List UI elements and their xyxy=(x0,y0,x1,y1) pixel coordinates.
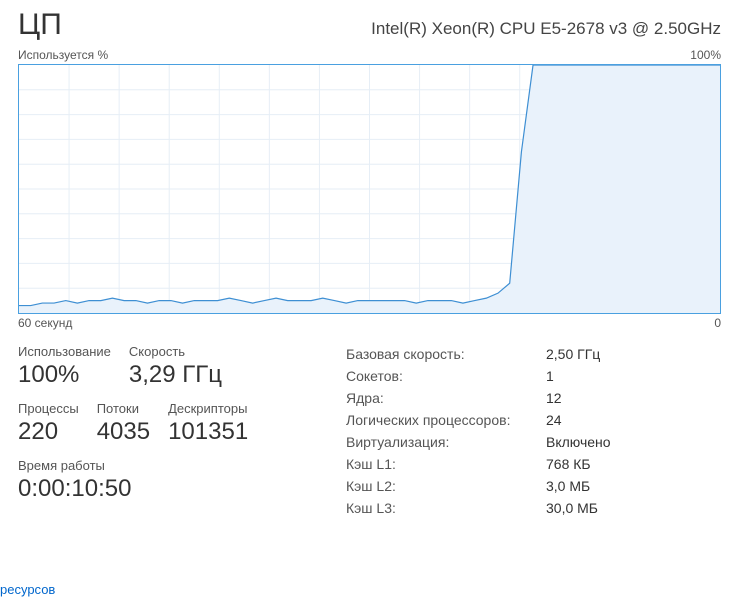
spec-value: 2,50 ГГц xyxy=(546,346,666,362)
spec-label: Сокетов: xyxy=(346,368,546,384)
spec-label: Логических процессоров: xyxy=(346,412,546,428)
stat-handles: Дескрипторы 101351 xyxy=(168,401,248,446)
stat-value: 0:00:10:50 xyxy=(18,475,131,503)
chart-top-labels: Используется % 100% xyxy=(18,48,721,62)
chart-xmin-label: 0 xyxy=(714,316,721,330)
spec-label: Виртуализация: xyxy=(346,434,546,450)
stat-value: 3,29 ГГц xyxy=(129,361,222,389)
stat-value: 101351 xyxy=(168,418,248,446)
stat-label: Скорость xyxy=(129,344,222,359)
stats-panel: Использование 100% Скорость 3,29 ГГц Про… xyxy=(18,344,721,516)
stats-left: Использование 100% Скорость 3,29 ГГц Про… xyxy=(18,344,318,516)
spec-value: 3,0 МБ xyxy=(546,478,666,494)
spec-value: 12 xyxy=(546,390,666,406)
chart-bottom-labels: 60 секунд 0 xyxy=(18,316,721,330)
cpu-usage-chart xyxy=(18,64,721,314)
stat-value: 4035 xyxy=(97,418,150,446)
spec-value: Включено xyxy=(546,434,666,450)
stat-label: Дескрипторы xyxy=(168,401,248,416)
page-title: ЦП xyxy=(18,8,62,42)
stat-speed: Скорость 3,29 ГГц xyxy=(129,344,222,389)
spec-label: Кэш L2: xyxy=(346,478,546,494)
spec-value: 768 КБ xyxy=(546,456,666,472)
stat-threads: Потоки 4035 xyxy=(97,401,150,446)
spec-label: Ядра: xyxy=(346,390,546,406)
spec-value: 30,0 МБ xyxy=(546,500,666,516)
chart-xmax-label: 60 секунд xyxy=(18,316,72,330)
spec-label: Кэш L1: xyxy=(346,456,546,472)
stat-processes: Процессы 220 xyxy=(18,401,79,446)
stat-label: Время работы xyxy=(18,458,131,473)
stat-label: Процессы xyxy=(18,401,79,416)
spec-label: Базовая скорость: xyxy=(346,346,546,362)
stats-right: Базовая скорость: 2,50 ГГц Сокетов: 1 Яд… xyxy=(346,344,666,516)
chart-metric-label: Используется % xyxy=(18,48,108,62)
spec-value: 24 xyxy=(546,412,666,428)
stat-label: Потоки xyxy=(97,401,150,416)
chart-ymax-label: 100% xyxy=(690,48,721,62)
stat-label: Использование xyxy=(18,344,111,359)
resource-monitor-link[interactable]: ресурсов xyxy=(0,582,55,597)
cpu-model: Intel(R) Xeon(R) CPU E5-2678 v3 @ 2.50GH… xyxy=(371,19,721,39)
stat-utilization: Использование 100% xyxy=(18,344,111,389)
stat-uptime: Время работы 0:00:10:50 xyxy=(18,458,131,503)
spec-label: Кэш L3: xyxy=(346,500,546,516)
stat-value: 100% xyxy=(18,361,111,389)
stat-value: 220 xyxy=(18,418,79,446)
header: ЦП Intel(R) Xeon(R) CPU E5-2678 v3 @ 2.5… xyxy=(18,8,721,42)
spec-value: 1 xyxy=(546,368,666,384)
